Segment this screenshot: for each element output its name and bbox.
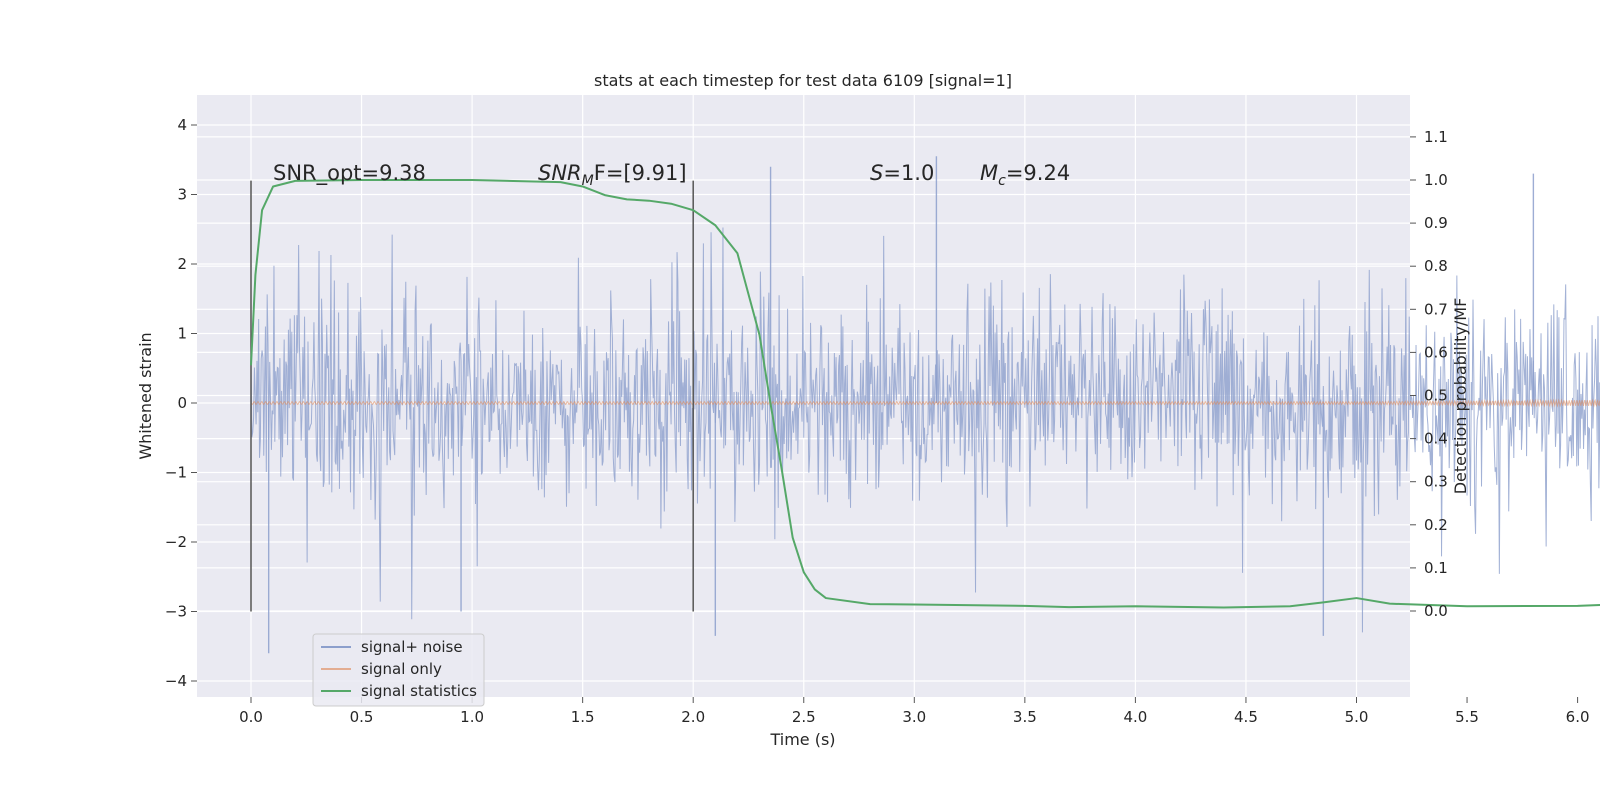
annotation-s: S=1.0 [870,161,934,185]
vertical-markers [250,180,694,612]
y-left-tick-label: 3 [177,186,187,204]
y-left-tick-label: −2 [165,533,187,551]
x-tick-label: 0.5 [350,708,374,726]
y-left-tick-label: 0 [177,394,187,412]
legend-label-signal-only: signal only [361,660,442,678]
legend-box [312,633,485,707]
y-axis-label-right: Detection probability/MF [1451,298,1470,495]
y-right-tick-label: 0.9 [1424,214,1448,232]
x-tick-label: 6.0 [1566,708,1590,726]
x-tick-label: 1.0 [460,708,484,726]
annotation-snr-opt: SNR_opt=9.38 [273,161,426,186]
y-right-tick-label: 0.3 [1424,473,1448,491]
y-left-tick-label: −3 [165,603,187,621]
y-right-tick-label: 0.1 [1424,559,1448,577]
signal-only-line [250,398,1600,408]
signal-only-series [250,398,1600,408]
x-tick-label: 5.5 [1455,708,1479,726]
y-right-tick-label: 0.2 [1424,516,1448,534]
x-tick-label: 0.0 [239,708,263,726]
legend-label-signal-statistics: signal statistics [361,682,477,700]
x-tick-label: 1.5 [571,708,595,726]
y-right-tick-label: 0.7 [1424,300,1448,318]
signal-noise-line [250,227,1600,633]
legend-label-signal-noise: signal+ noise [361,638,463,656]
signal-noise-series [250,156,1600,654]
x-tick-label: 3.5 [1013,708,1037,726]
x-tick-label: 3.0 [902,708,926,726]
annotation-snr-mf: SNRMF=[9.91] [538,161,687,189]
legend: signal+ noise signal only signal statist… [312,633,485,707]
y-right-tick-label: 0.4 [1424,430,1448,448]
y-left-tick-label: 4 [177,116,187,134]
chart-title: stats at each timestep for test data 610… [594,71,1012,90]
y-left-tick-label: 1 [177,325,187,343]
y-right-tick-label: 0.5 [1424,387,1448,405]
y-right-tick-label: 0.8 [1424,257,1448,275]
x-tick-label: 4.5 [1234,708,1258,726]
x-axis-label: Time (s) [769,730,835,749]
y-left-tick-label: 2 [177,255,187,273]
y-left-tick-label: −4 [165,672,187,690]
annotation-mc: Mc=9.24 [980,161,1070,189]
y-right-tick-label: 0.0 [1424,602,1448,620]
x-tick-label: 4.0 [1123,708,1147,726]
signal-statistics-series [250,179,1600,609]
y-axis-label-left: Whitened strain [136,332,155,459]
y-left-tick-label: −1 [165,464,187,482]
x-tick-label: 2.0 [681,708,705,726]
y-right-tick-label: 1.1 [1424,128,1448,146]
y-right-tick-label: 1.0 [1424,171,1448,189]
x-tick-label: 5.0 [1345,708,1369,726]
y-right-tick-label: 0.6 [1424,343,1448,361]
tick-labels: 0.00.51.01.52.02.53.03.54.04.55.05.56.06… [165,116,1590,726]
x-tick-label: 2.5 [792,708,816,726]
signal-statistics-line [250,179,1600,609]
